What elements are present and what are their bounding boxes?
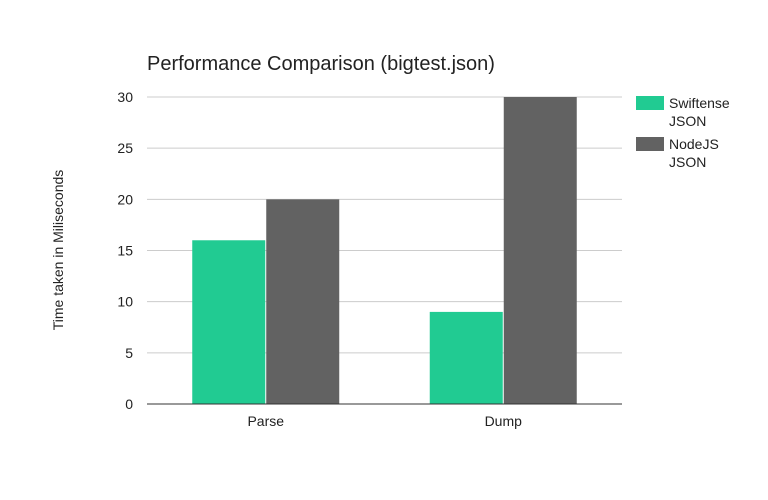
legend: Swiftense JSON NodeJS JSON [636,95,730,170]
legend-label: Swiftense [669,95,730,111]
x-tick-label-dump: Dump [485,413,523,429]
chart-title: Performance Comparison (bigtest.json) [147,53,495,75]
legend-swatch [636,96,664,110]
bar-swiftense-json-parse [192,240,266,404]
y-tick-labels: 0 5 10 15 20 25 30 [117,89,133,412]
legend-swatch [636,137,664,151]
y-tick-label: 25 [117,140,133,156]
y-tick-label: 15 [117,243,133,259]
y-tick-label: 20 [117,191,133,207]
legend-label: NodeJS [669,136,719,152]
bar-nodejs-json-dump [503,97,577,404]
y-tick-label: 10 [117,294,133,310]
bar-nodejs-json-parse [266,199,340,404]
x-tick-labels: Parse Dump [247,413,522,429]
y-axis-label: Time taken in Miliseconds [50,170,66,331]
y-tick-label: 30 [117,89,133,105]
bar-swiftense-json-dump [429,311,503,404]
bars [192,97,577,404]
legend-label: JSON [669,113,706,129]
legend-label: JSON [669,154,706,170]
y-tick-label: 0 [125,396,133,412]
x-tick-label-parse: Parse [247,413,284,429]
y-tick-label: 5 [125,345,133,361]
